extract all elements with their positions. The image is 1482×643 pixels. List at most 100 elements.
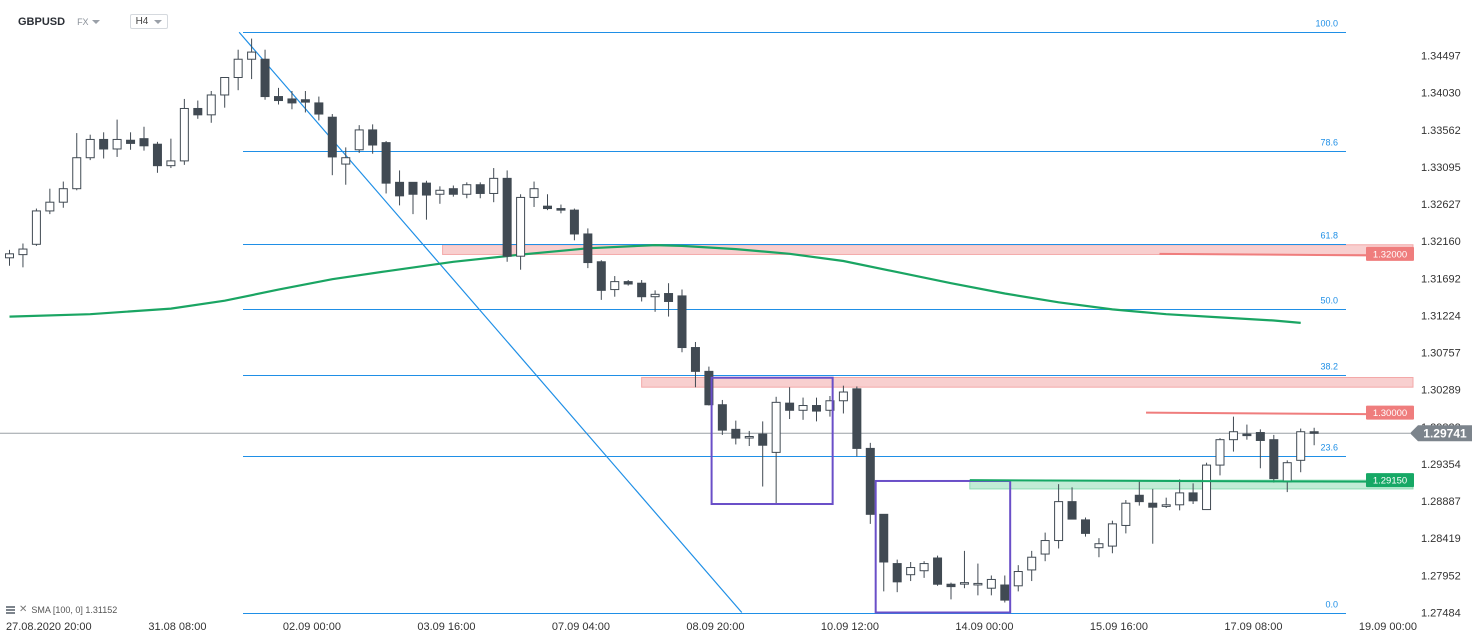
current-price-text: 1.29741 <box>1423 427 1467 441</box>
candle-body <box>5 253 14 259</box>
candle <box>1269 434 1279 483</box>
candle-body <box>543 205 552 210</box>
candle <box>220 77 230 108</box>
candle <box>543 194 552 211</box>
candle-body <box>300 99 310 103</box>
candle <box>462 182 472 199</box>
candle-body <box>1161 504 1171 507</box>
y-tick-label: 1.27484 <box>1421 608 1461 620</box>
candle-body <box>18 248 28 256</box>
candle <box>489 168 499 203</box>
candle <box>744 430 754 447</box>
candle <box>1067 487 1077 520</box>
candle <box>865 442 875 524</box>
candle <box>1228 416 1238 452</box>
x-tick-label: 07.09 04:00 <box>552 621 610 633</box>
candle-body <box>852 388 862 449</box>
candle-body <box>1121 502 1131 526</box>
fibonacci-layer: 100.0 78.6 61.8 50.0 38.2 23.6 0.0 <box>0 19 1410 614</box>
candle <box>1202 462 1212 511</box>
candle <box>623 280 633 286</box>
candle-body <box>1027 556 1037 571</box>
candle-body <box>838 391 848 402</box>
zones-layer <box>442 244 1414 490</box>
candle-body <box>408 181 418 195</box>
candle <box>99 132 109 159</box>
fib-label-100.0: 100.0 <box>1315 19 1338 29</box>
y-tick-label: 1.27952 <box>1421 570 1461 582</box>
fib-label-61.8: 61.8 <box>1320 231 1338 241</box>
fib-label-0.0: 0.0 <box>1325 600 1338 610</box>
candle <box>314 96 324 121</box>
candle-body <box>785 402 795 411</box>
candle-body <box>58 188 68 203</box>
candle <box>179 98 189 165</box>
candle-body <box>475 184 485 194</box>
candle <box>677 289 687 353</box>
candle-body <box>152 143 162 167</box>
y-tick-label: 1.34030 <box>1421 88 1461 100</box>
candle-body <box>569 209 579 235</box>
candle-body <box>220 77 230 96</box>
candle-body <box>946 583 956 588</box>
candle-body <box>1242 433 1252 437</box>
candle <box>610 276 620 297</box>
fib-label-38.2: 38.2 <box>1320 362 1338 372</box>
candle-body <box>731 428 741 439</box>
candle <box>1188 483 1198 505</box>
candle <box>1054 484 1064 549</box>
candle-body <box>1054 501 1064 542</box>
candle <box>381 141 391 194</box>
indicator-list-icon[interactable] <box>6 606 15 614</box>
candle-body <box>489 177 499 194</box>
candle-body <box>771 401 781 453</box>
fib-label-23.6: 23.6 <box>1320 443 1338 453</box>
candle <box>341 147 351 185</box>
close-icon[interactable]: ✕ <box>19 604 28 615</box>
candle-body <box>139 138 149 147</box>
x-tick-label: 02.09 00:00 <box>283 621 341 633</box>
candle <box>717 399 727 435</box>
candle <box>58 181 68 208</box>
zone-1.30400-zone <box>641 376 1414 388</box>
candle <box>906 561 916 582</box>
candle <box>1040 532 1050 562</box>
candle <box>1148 488 1158 544</box>
candle <box>152 141 162 173</box>
candle <box>583 228 593 269</box>
overlay-layer: 1.32000 1.30000 1.29150 <box>710 246 1414 614</box>
y-tick-label: 1.33562 <box>1421 125 1461 137</box>
candle-body <box>85 138 95 159</box>
fib-trendline <box>238 31 743 613</box>
candle-body <box>892 563 902 583</box>
candle-body <box>664 293 674 302</box>
candle-body <box>798 405 808 411</box>
candle <box>112 119 122 157</box>
candle-body <box>529 188 539 198</box>
candle-body <box>879 513 889 563</box>
candle <box>637 280 647 302</box>
candle-body <box>354 129 364 151</box>
candle <box>933 555 943 586</box>
candle-body <box>973 582 983 586</box>
y-tick-label: 1.29354 <box>1421 459 1461 471</box>
candle <box>758 421 768 487</box>
timeframe-selector[interactable]: H4 <box>129 14 169 29</box>
candle <box>421 180 431 220</box>
candle <box>946 582 956 600</box>
candle-body <box>260 58 270 98</box>
candle <box>327 114 337 176</box>
market-selector[interactable]: FX <box>77 17 100 27</box>
candle <box>596 260 606 300</box>
candle-body <box>314 102 324 115</box>
candle <box>1242 424 1252 440</box>
symbol-label[interactable]: GBPUSD <box>18 15 66 28</box>
candle-body <box>1282 462 1292 483</box>
y-tick-label: 1.30757 <box>1421 348 1461 360</box>
candle <box>354 125 364 153</box>
candle <box>435 186 445 204</box>
candle <box>1255 429 1265 469</box>
candle <box>260 49 270 100</box>
